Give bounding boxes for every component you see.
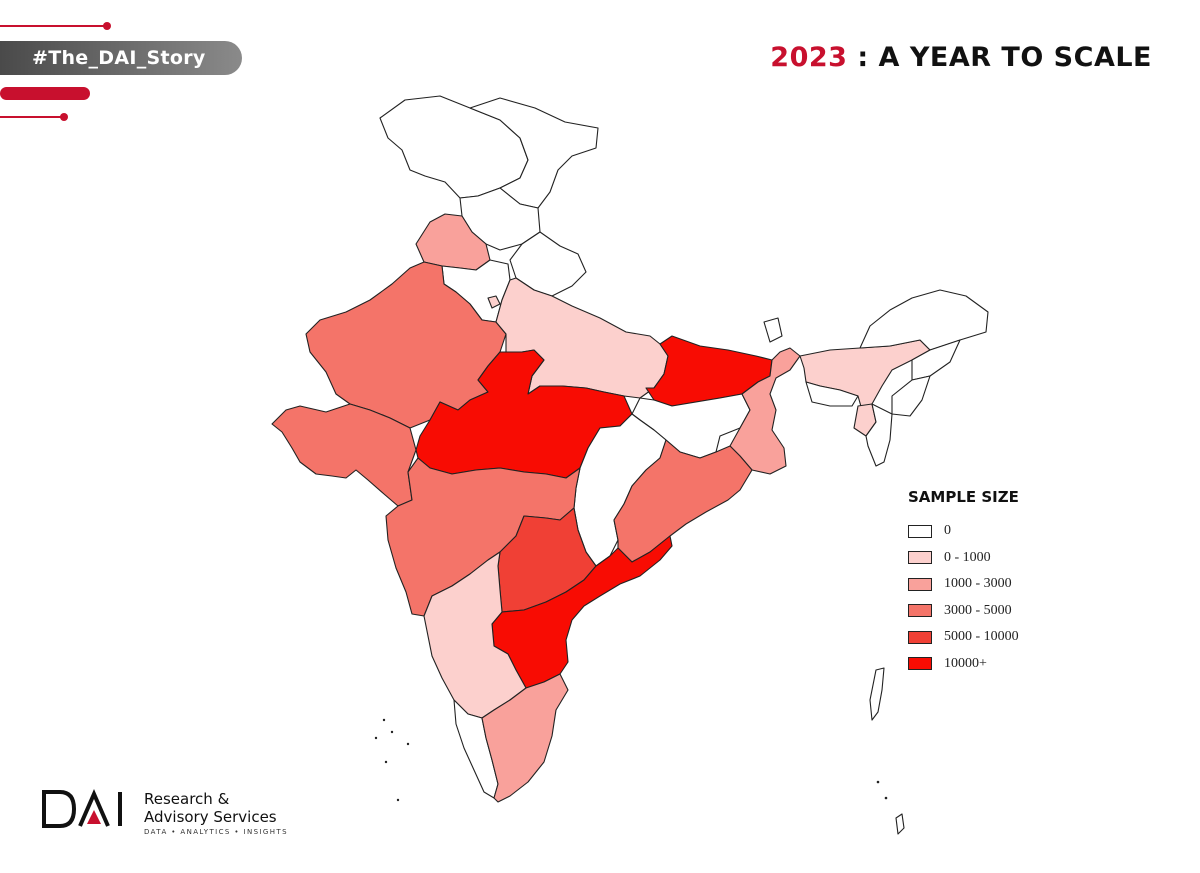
org-tagline: DATA • ANALYTICS • INSIGHTS (144, 828, 288, 836)
region-west-bengal (729, 347, 801, 475)
legend-swatch (908, 551, 932, 565)
region-andhra-pradesh (491, 535, 673, 689)
legend-label: 10000+ (944, 655, 987, 671)
region-manipur (891, 375, 931, 417)
region-andaman-islands (869, 667, 885, 721)
region-gujarat (271, 403, 417, 507)
region-arunachal (859, 289, 989, 351)
title-text: : A YEAR TO SCALE (847, 42, 1152, 73)
legend-swatch (908, 630, 932, 644)
region-meghalaya (805, 381, 859, 407)
dai-logo: Research & Advisory Services DATA • ANAL… (40, 788, 288, 836)
legend-item: 5000 - 10000 (908, 624, 1019, 651)
legend-swatch (908, 577, 932, 591)
page-title: 2023 : A YEAR TO SCALE (770, 42, 1152, 73)
hashtag-badge: #The_DAI_Story (0, 41, 242, 75)
legend-item: 3000 - 5000 (908, 598, 1019, 625)
region-mizoram (865, 403, 893, 467)
legend-title: SAMPLE SIZE (908, 488, 1019, 506)
map-legend: SAMPLE SIZE 0 0 - 1000 1000 - 3000 3000 - 5… (908, 488, 1019, 677)
legend-swatch (908, 657, 932, 671)
legend-items: 0 0 - 1000 1000 - 3000 3000 - 5000 5000 - 10… (908, 518, 1019, 677)
header-decoration (0, 22, 111, 121)
legend-label: 0 - 1000 (944, 549, 991, 565)
legend-swatch (908, 524, 932, 538)
legend-swatch (908, 604, 932, 618)
lakshadweep-islands (374, 718, 888, 802)
legend-label: 5000 - 10000 (944, 629, 1019, 645)
dai-logo-mark (42, 789, 122, 828)
title-year: 2023 (770, 42, 848, 73)
legend-label: 3000 - 5000 (944, 602, 1012, 618)
region-tamil-nadu (481, 673, 569, 803)
region-ladakh (469, 97, 599, 209)
region-odisha (613, 439, 753, 563)
region-sikkim (763, 317, 783, 343)
region-karnataka (423, 551, 527, 719)
org-name-line2: Advisory Services (144, 808, 277, 826)
region-nicobar-islands (895, 813, 905, 835)
legend-item: 0 - 1000 (908, 545, 1019, 572)
legend-label: 1000 - 3000 (944, 576, 1012, 592)
region-delhi (487, 295, 501, 309)
legend-item: 0 (908, 518, 1019, 545)
org-name-line1: Research & (144, 790, 230, 808)
legend-item: 10000+ (908, 651, 1019, 678)
legend-item: 1000 - 3000 (908, 571, 1019, 598)
legend-label: 0 (944, 523, 951, 539)
